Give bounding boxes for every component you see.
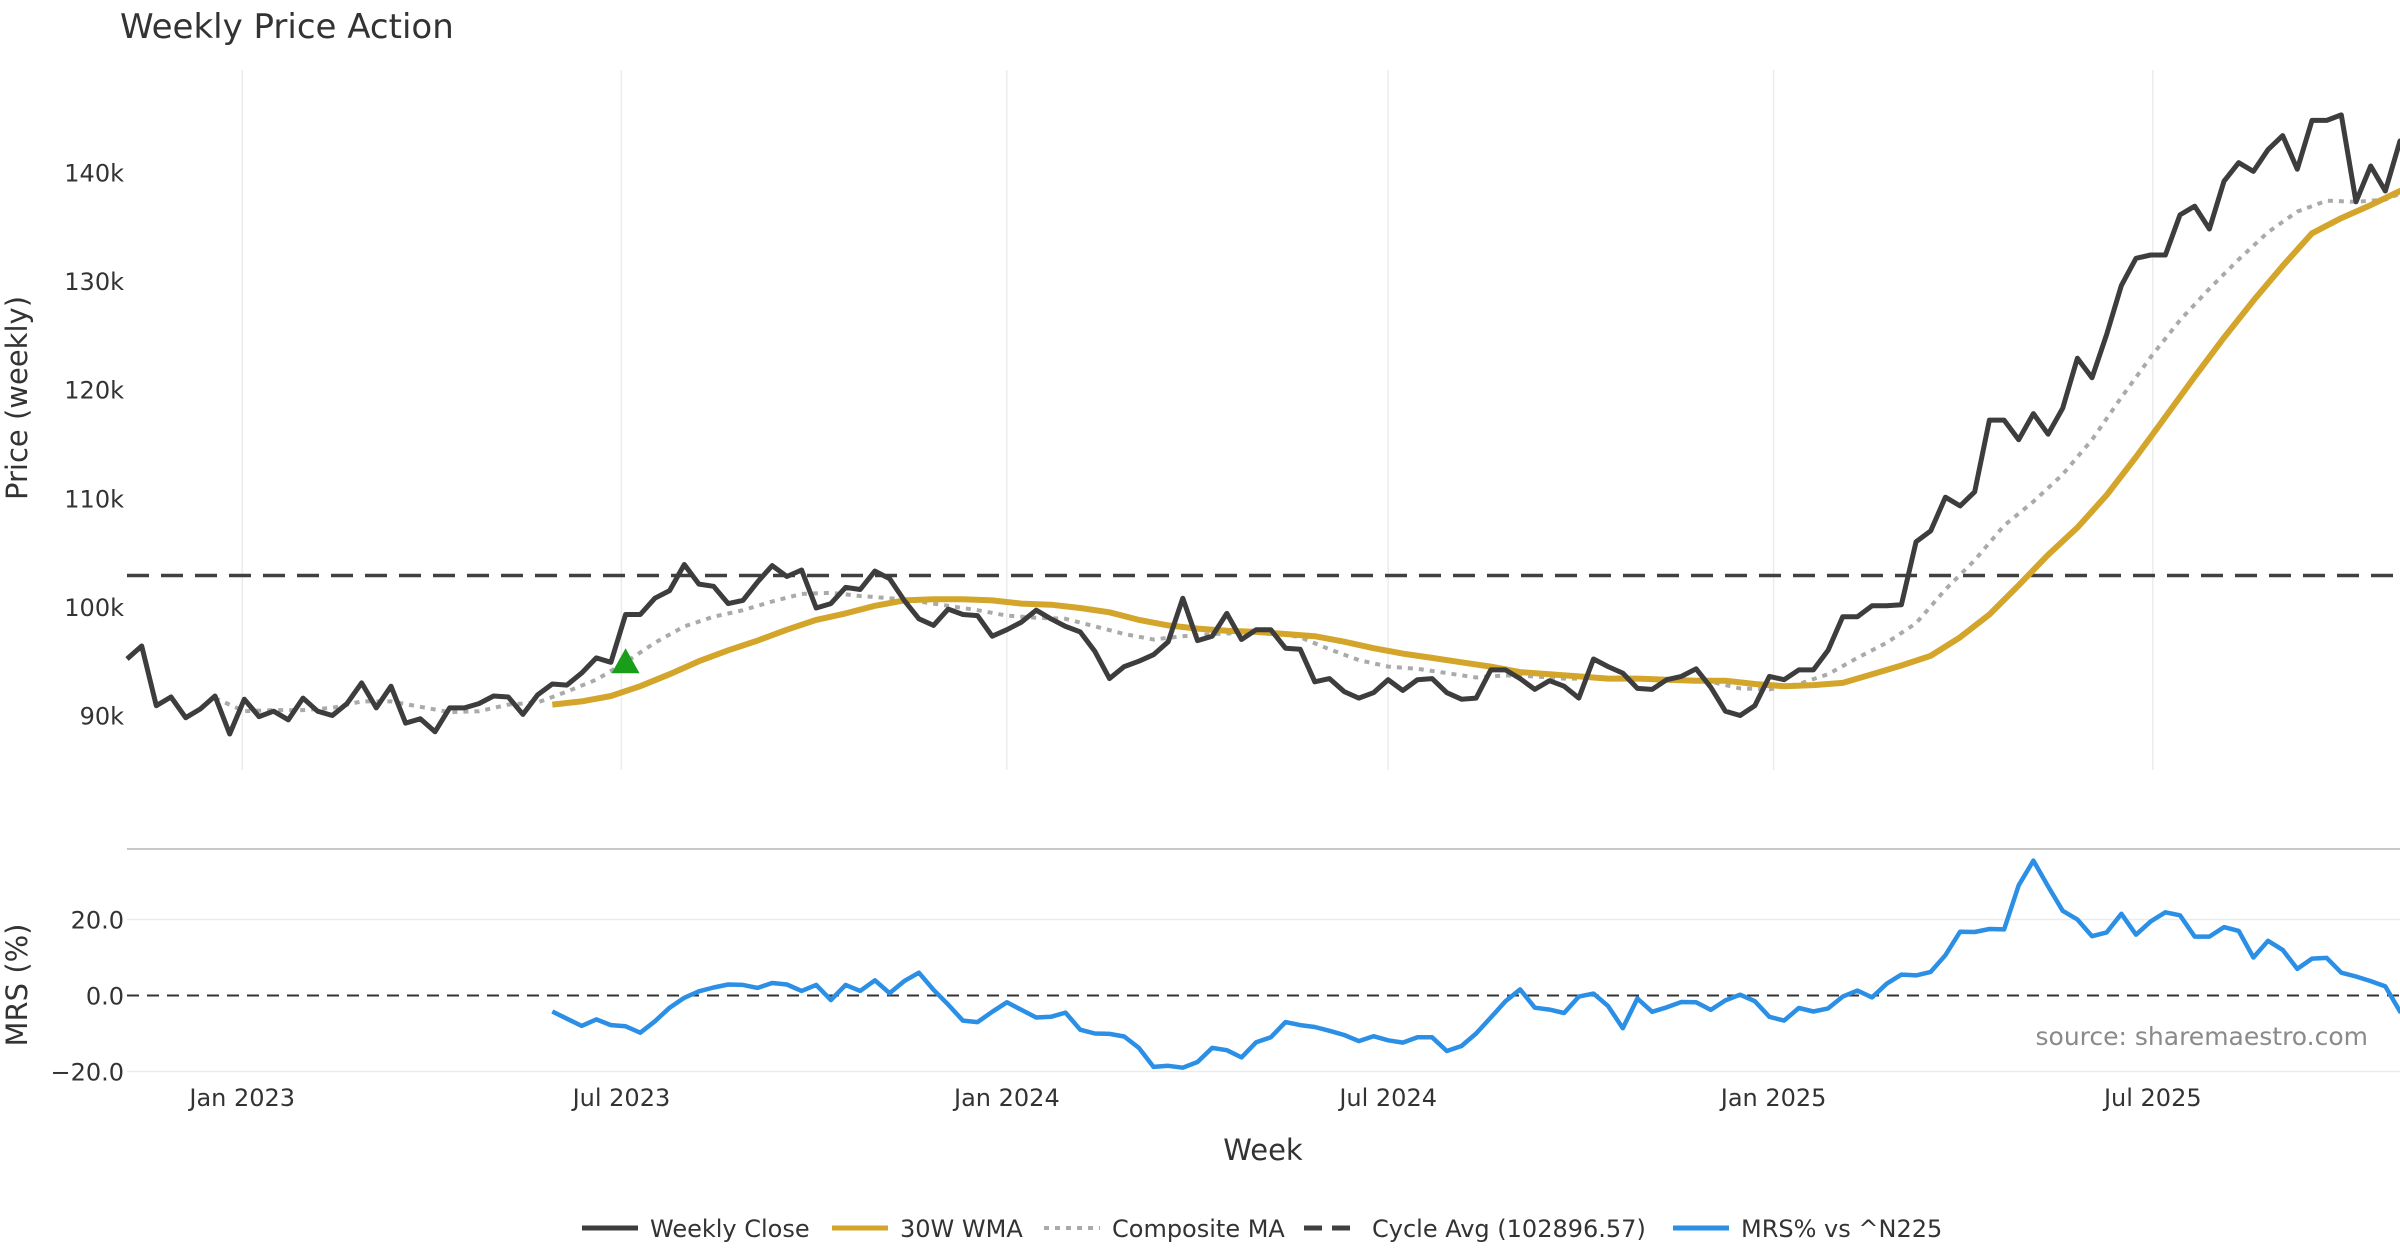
x-tick-label: Jul 2025 <box>2102 1084 2202 1112</box>
price-y-tick-label: 130k <box>64 268 124 296</box>
x-axis-ticks: Jan 2023 Jul 2023 Jan 2024 Jul 2024 Jan 2025… <box>187 1084 2201 1112</box>
mrs-line <box>551 858 2400 1070</box>
price-y-tick-label: 140k <box>64 160 124 188</box>
price-y-ticks: 90k 100k 110k 120k 130k 140k <box>64 160 124 731</box>
mrs-grid <box>127 918 2400 1073</box>
price-y-tick-label: 120k <box>64 377 124 405</box>
mrs-panel: 20.0 0.0 −20.0 MRS (%) source: sharemaestr… <box>0 858 2400 1087</box>
source-note: source: sharemaestro.com <box>2036 1022 2369 1051</box>
x-tick-label: Jan 2025 <box>1719 1084 1827 1112</box>
mrs-y-tick-label: −20.0 <box>50 1059 124 1087</box>
legend-label-mrs: MRS% vs ^N225 <box>1741 1215 1942 1243</box>
legend-label-composite: Composite MA <box>1112 1215 1285 1243</box>
x-tick-label: Jan 2023 <box>187 1084 295 1112</box>
legend-label-cycle: Cycle Avg (102896.57) <box>1372 1215 1646 1243</box>
x-tick-label: Jul 2023 <box>571 1084 671 1112</box>
x-axis-label: Week <box>1223 1133 1303 1167</box>
weekly-close-line <box>125 112 2400 737</box>
price-panel: 90k 100k 110k 120k 130k 140k Price (weekly) <box>0 70 2400 770</box>
price-y-tick-label: 90k <box>80 703 125 731</box>
buy-signal-marker <box>611 648 640 674</box>
x-tick-label: Jan 2024 <box>952 1084 1060 1112</box>
mrs-y-tick-label: 20.0 <box>71 907 124 935</box>
legend: Weekly Close 30W WMA Composite MA Cycle Avg… <box>582 1215 1942 1243</box>
composite-ma-line <box>214 191 2400 715</box>
mrs-y-tick-label: 0.0 <box>86 983 124 1011</box>
wma-30w-line <box>551 187 2400 708</box>
mrs-y-ticks: 20.0 0.0 −20.0 <box>50 907 124 1087</box>
legend-label-wma: 30W WMA <box>900 1215 1023 1243</box>
legend-label-close: Weekly Close <box>650 1215 810 1243</box>
price-grid <box>241 70 2154 770</box>
price-y-axis-label: Price (weekly) <box>0 296 34 500</box>
x-tick-label: Jul 2024 <box>1337 1084 1437 1112</box>
mrs-y-axis-label: MRS (%) <box>0 924 34 1047</box>
price-y-tick-label: 100k <box>64 594 124 622</box>
price-y-tick-label: 110k <box>64 485 124 513</box>
chart-title: Weekly Price Action <box>120 7 454 47</box>
